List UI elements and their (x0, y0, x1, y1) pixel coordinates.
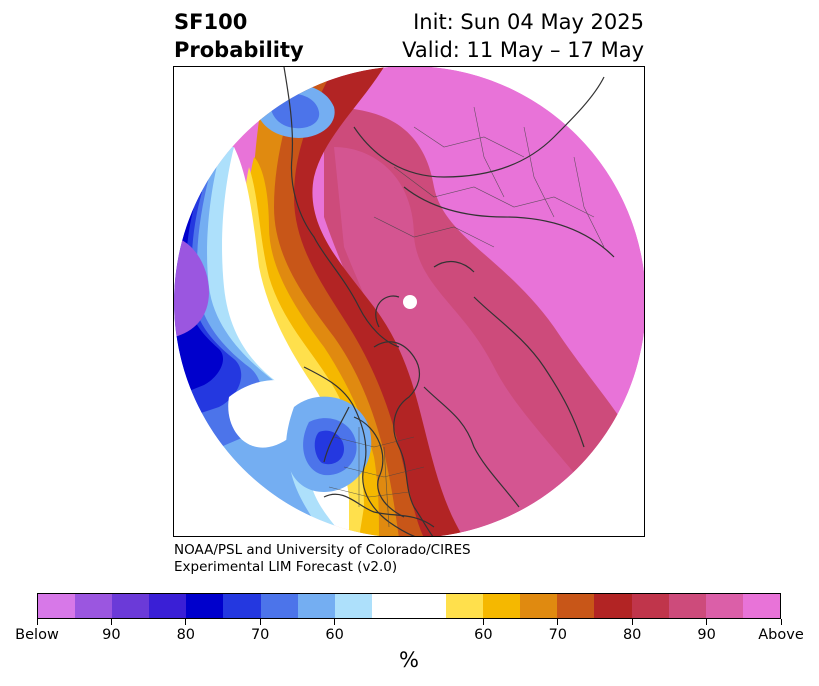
colorbar-segment (408, 594, 447, 618)
colorbar-segment (520, 594, 558, 618)
colorbar-tick (557, 619, 559, 625)
colorbar-segment (631, 594, 669, 618)
colorbar-tick (334, 619, 336, 625)
warm-band-1 (265, 67, 424, 536)
colorbar-segment (594, 594, 632, 618)
colorbar-segment (668, 594, 706, 618)
colorbar-tick-label: 60 (474, 627, 493, 643)
colorbar-segment (112, 594, 150, 618)
map-panel (173, 66, 645, 537)
colorbar-segment (705, 594, 743, 618)
colorbar-unit-label: % (399, 648, 419, 672)
colorbar-tick (631, 619, 633, 625)
valid-range: Valid: 11 May – 17 May (402, 38, 644, 62)
colorbar-segment (446, 594, 484, 618)
colorbar-segment (371, 594, 409, 618)
colorbar-segment (149, 594, 187, 618)
colorbar-tick-label: Below (15, 627, 59, 643)
probability-colorbar (37, 593, 781, 619)
colorbar-segment (742, 594, 780, 618)
colorbar-segment (223, 594, 261, 618)
colorbar-segment (557, 594, 595, 618)
colorbar-segment (75, 594, 113, 618)
colorbar-tick (185, 619, 187, 625)
forecast-field (174, 67, 644, 536)
colorbar-segment (483, 594, 521, 618)
outside-disk-mask (174, 67, 644, 536)
colorbar-tick-label: 90 (697, 627, 716, 643)
colorbar-tick-label: Above (758, 627, 804, 643)
coastlines (283, 67, 615, 536)
above-strong-band (280, 67, 464, 536)
colorbar-tick (110, 619, 112, 625)
variable-name: SF100 (174, 10, 248, 34)
colorbar-segment (38, 594, 76, 618)
political-borders (328, 106, 605, 528)
colorbar-tick (706, 619, 708, 625)
colorbar-tick (36, 619, 38, 625)
colorbar-tick (259, 619, 261, 625)
variable-type: Probability (174, 38, 304, 62)
neutral-pocket (228, 380, 306, 448)
colorbar-tick (780, 619, 782, 625)
polar-forecast-map (174, 67, 644, 536)
colorbar-segment (260, 594, 298, 618)
init-date: Init: Sun 04 May 2025 (413, 10, 644, 34)
colorbar-tick-label: 60 (325, 627, 344, 643)
above-light-zone (334, 147, 604, 536)
colorbar-tick-label: 80 (622, 627, 642, 643)
colorbar-segment (297, 594, 335, 618)
colorbar-tick (482, 619, 484, 625)
colorbar-tick-label: 80 (176, 627, 196, 643)
credit-line-2: Experimental LIM Forecast (v2.0) (174, 559, 398, 575)
credit-line-1: NOAA/PSL and University of Colorado/CIRE… (174, 542, 471, 558)
colorbar-tick-label: 70 (548, 627, 568, 643)
north-pole-marker (403, 295, 417, 309)
chart-title-left: SF100 Probability (174, 8, 304, 64)
colorbar-tick-label: 90 (102, 627, 121, 643)
colorbar-segment (334, 594, 372, 618)
colorbar-segment (186, 594, 224, 618)
credit-text: NOAA/PSL and University of Colorado/CIRE… (174, 542, 471, 576)
below-high-core (174, 237, 209, 337)
colorbar-tick-label: 70 (250, 627, 270, 643)
chart-title-right: Init: Sun 04 May 2025 Valid: 11 May – 17… (402, 8, 644, 64)
